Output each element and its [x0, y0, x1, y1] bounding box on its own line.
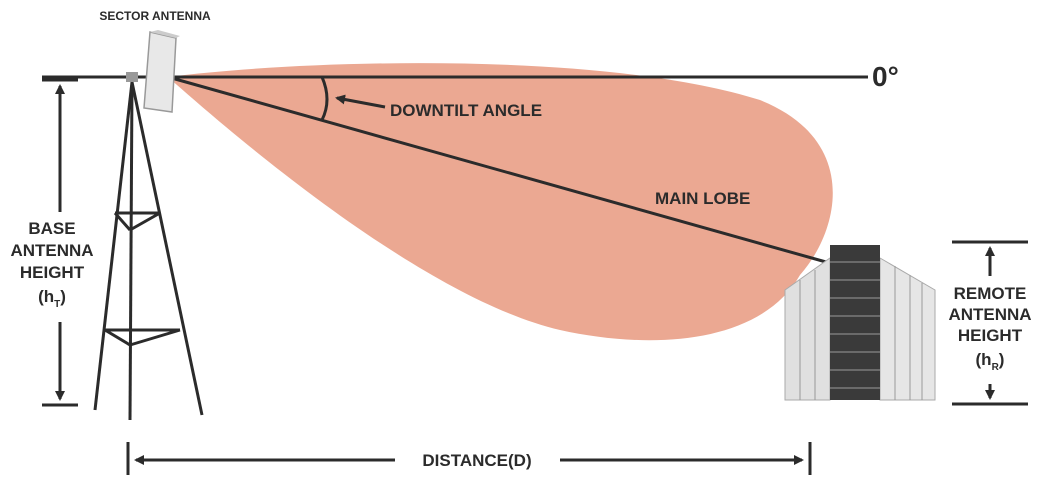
base-height-arrow	[42, 78, 78, 407]
remote-h: (h	[976, 350, 992, 369]
remote-symbol: (hR)	[976, 350, 1005, 373]
remote-height-arrow	[952, 240, 1028, 406]
remote-line-2: ANTENNA	[948, 305, 1031, 324]
base-close: )	[60, 287, 66, 306]
building	[784, 245, 936, 401]
distance-label: DISTANCE(D)	[422, 451, 531, 470]
zero-degree-label: 0°	[872, 61, 899, 92]
base-symbol: (hT)	[38, 287, 66, 310]
beam-line	[167, 75, 827, 264]
base-sub: T	[54, 299, 60, 310]
distance-arrow	[126, 442, 812, 475]
angle-arc	[320, 76, 329, 121]
sector-antenna-icon	[126, 30, 180, 113]
remote-close: )	[999, 350, 1005, 369]
base-line-1: BASE	[28, 219, 75, 238]
base-h: (h	[38, 287, 54, 306]
main-lobe-shape	[168, 63, 833, 341]
tower	[93, 81, 204, 421]
base-line-2: ANTENNA	[10, 241, 93, 260]
downtilt-label: DOWNTILT ANGLE	[390, 101, 542, 120]
remote-line-3: HEIGHT	[958, 326, 1023, 345]
angle-pointer	[335, 94, 386, 109]
remote-line-1: REMOTE	[954, 284, 1027, 303]
remote-sub: R	[992, 362, 1000, 373]
base-line-3: HEIGHT	[20, 263, 85, 282]
sector-antenna-label: SECTOR ANTENNA	[99, 9, 211, 23]
main-lobe-label: MAIN LOBE	[655, 189, 750, 208]
